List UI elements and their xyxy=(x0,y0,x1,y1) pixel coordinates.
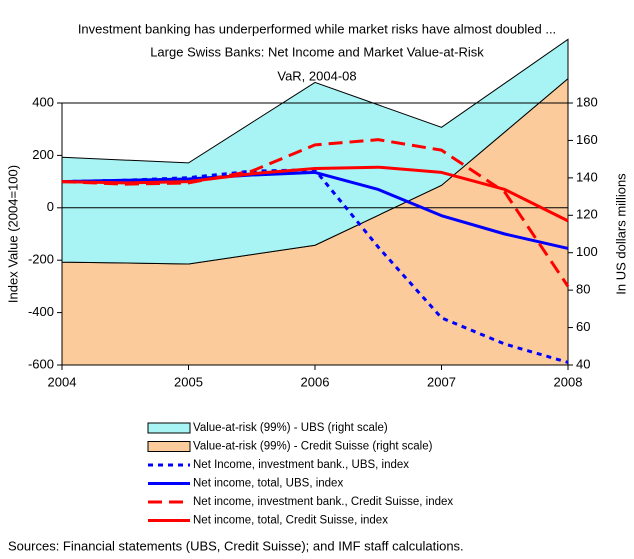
y2-tick-label: 120 xyxy=(576,207,598,222)
legend-label: Net Income, investment bank., UBS, index xyxy=(193,459,409,471)
line xyxy=(61,165,569,223)
line xyxy=(61,170,569,250)
y2-tick-label: 180 xyxy=(576,94,598,109)
x-tick-label: 2005 xyxy=(174,374,203,389)
y-tick-label: -400 xyxy=(28,304,54,319)
legend-label: Net income, total, Credit Suisse, index xyxy=(193,515,388,527)
y-axis-label: Index Value (2004=100) xyxy=(5,165,20,303)
y2-tick-label: 140 xyxy=(576,169,598,184)
legend-swatch xyxy=(147,441,191,452)
source-note: Sources: Financial statements (UBS, Cred… xyxy=(8,538,464,553)
y2-tick-label: 40 xyxy=(576,356,590,371)
y-tick-label: 0 xyxy=(47,199,54,214)
y-tick-label: -600 xyxy=(28,356,54,371)
x-tick-label: 2008 xyxy=(554,374,583,389)
y2-tick-label: 80 xyxy=(576,282,590,297)
chart-subtitle: Large Swiss Banks: Net Income and Market… xyxy=(150,44,484,59)
x-tick-label: 2007 xyxy=(427,374,456,389)
y-tick-label: 400 xyxy=(32,94,54,109)
chart-subtitle: VaR, 2004-08 xyxy=(277,68,356,83)
y2-tick-label: 160 xyxy=(576,132,598,147)
legend-label: Value-at-risk (99%) - Credit Suisse (rig… xyxy=(193,441,433,453)
legend-label: Net income, investment bank., Credit Sui… xyxy=(193,496,453,508)
legend-label: Net income, total, UBS, index xyxy=(193,478,343,490)
y-tick-label: 200 xyxy=(32,147,54,162)
y-tick-label: -200 xyxy=(28,252,54,267)
legend-label: Value-at-risk (99%) - UBS (right scale) xyxy=(193,422,388,434)
y2-axis-label: In US dollars millions xyxy=(613,173,628,295)
legend-swatch xyxy=(147,422,191,434)
chart-title: Investment banking has underperformed wh… xyxy=(78,21,556,36)
x-tick-label: 2004 xyxy=(48,374,77,389)
y2-tick-label: 100 xyxy=(576,244,598,259)
x-tick-label: 2006 xyxy=(301,374,330,389)
y2-tick-label: 60 xyxy=(576,319,590,334)
